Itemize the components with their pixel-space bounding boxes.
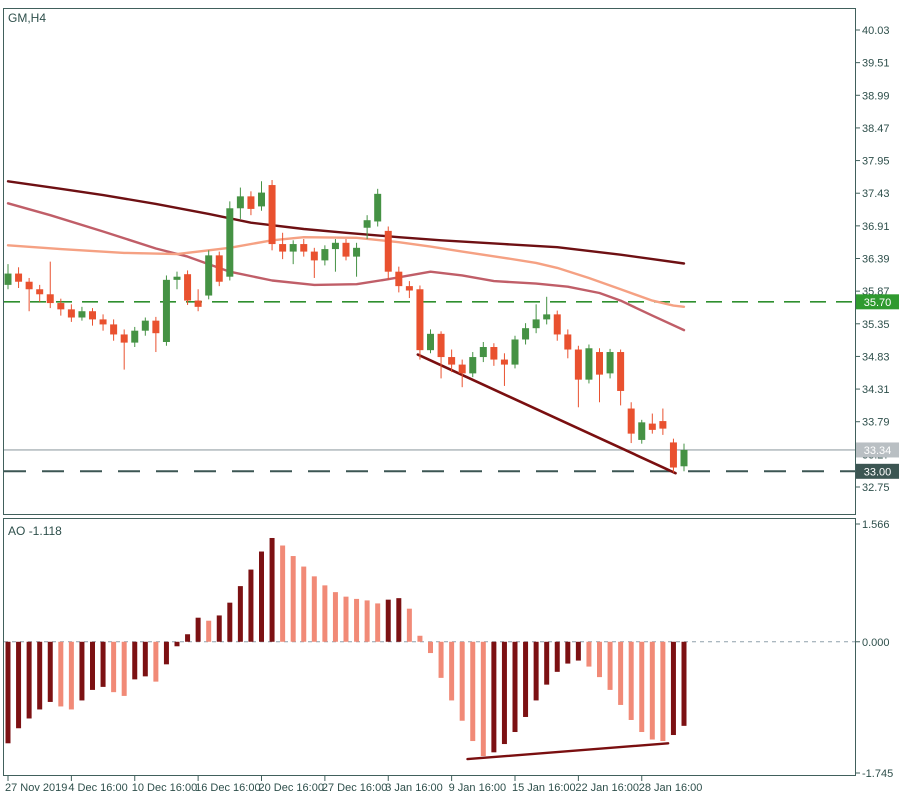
svg-text:33.00: 33.00 bbox=[864, 466, 892, 478]
svg-text:27 Nov 2019: 27 Nov 2019 bbox=[5, 782, 67, 794]
svg-text:3 Jan 16:00: 3 Jan 16:00 bbox=[385, 782, 443, 794]
candlestick-series bbox=[4, 180, 688, 473]
svg-text:33.79: 33.79 bbox=[862, 417, 890, 429]
price-levels bbox=[4, 301, 855, 473]
price-level-boxes: 35.70 33.34 33.00 bbox=[856, 294, 899, 479]
ma-slow bbox=[6, 180, 686, 265]
svg-text:15 Jan 16:00: 15 Jan 16:00 bbox=[512, 782, 576, 794]
svg-text:27 Dec 16:00: 27 Dec 16:00 bbox=[322, 782, 387, 794]
svg-text:32.75: 32.75 bbox=[862, 482, 890, 494]
svg-text:37.95: 37.95 bbox=[862, 156, 890, 168]
svg-text:9 Jan 16:00: 9 Jan 16:00 bbox=[449, 782, 507, 794]
svg-text:20 Dec 16:00: 20 Dec 16:00 bbox=[259, 782, 324, 794]
svg-text:4 Dec 16:00: 4 Dec 16:00 bbox=[68, 782, 127, 794]
svg-text:35.35: 35.35 bbox=[862, 319, 890, 331]
ao-value: -1.118 bbox=[28, 524, 62, 538]
svg-text:16 Dec 16:00: 16 Dec 16:00 bbox=[195, 782, 260, 794]
ao-histogram bbox=[4, 537, 855, 761]
svg-text:34.83: 34.83 bbox=[862, 351, 890, 363]
price-trendline[interactable] bbox=[416, 353, 677, 475]
svg-text:38.47: 38.47 bbox=[862, 123, 890, 135]
svg-text:0.000: 0.000 bbox=[862, 637, 890, 649]
svg-text:36.39: 36.39 bbox=[862, 254, 890, 266]
svg-text:35.70: 35.70 bbox=[864, 297, 892, 309]
ao-panel-border bbox=[3, 518, 856, 776]
price-axis[interactable]: 40.03 39.51 38.99 38.47 37.95 37.43 36.91 36.39… bbox=[855, 25, 890, 494]
ao-indicator-label: AO -1.118 bbox=[8, 524, 62, 538]
ao-name: AO bbox=[8, 524, 26, 538]
svg-text:38.99: 38.99 bbox=[862, 90, 890, 102]
svg-text:33.34: 33.34 bbox=[864, 445, 892, 457]
svg-text:-1.745: -1.745 bbox=[862, 768, 893, 780]
price-panel-border bbox=[3, 8, 856, 515]
symbol-label-text: GM,H4 bbox=[8, 11, 47, 25]
svg-text:39.51: 39.51 bbox=[862, 58, 890, 70]
svg-text:28 Jan 16:00: 28 Jan 16:00 bbox=[639, 782, 703, 794]
ma-fast bbox=[6, 235, 686, 308]
ao-axis[interactable]: 1.566 0.000 -1.745 bbox=[855, 519, 894, 780]
svg-text:10 Dec 16:00: 10 Dec 16:00 bbox=[132, 782, 197, 794]
svg-text:22 Jan 16:00: 22 Jan 16:00 bbox=[575, 782, 639, 794]
svg-text:36.91: 36.91 bbox=[862, 221, 890, 233]
symbol-timeframe-label: GM,H4 bbox=[8, 11, 46, 25]
svg-text:34.31: 34.31 bbox=[862, 384, 890, 396]
svg-text:40.03: 40.03 bbox=[862, 25, 890, 37]
svg-text:37.43: 37.43 bbox=[862, 188, 890, 200]
ao-trendline[interactable] bbox=[466, 742, 670, 761]
svg-text:1.566: 1.566 bbox=[862, 519, 890, 531]
